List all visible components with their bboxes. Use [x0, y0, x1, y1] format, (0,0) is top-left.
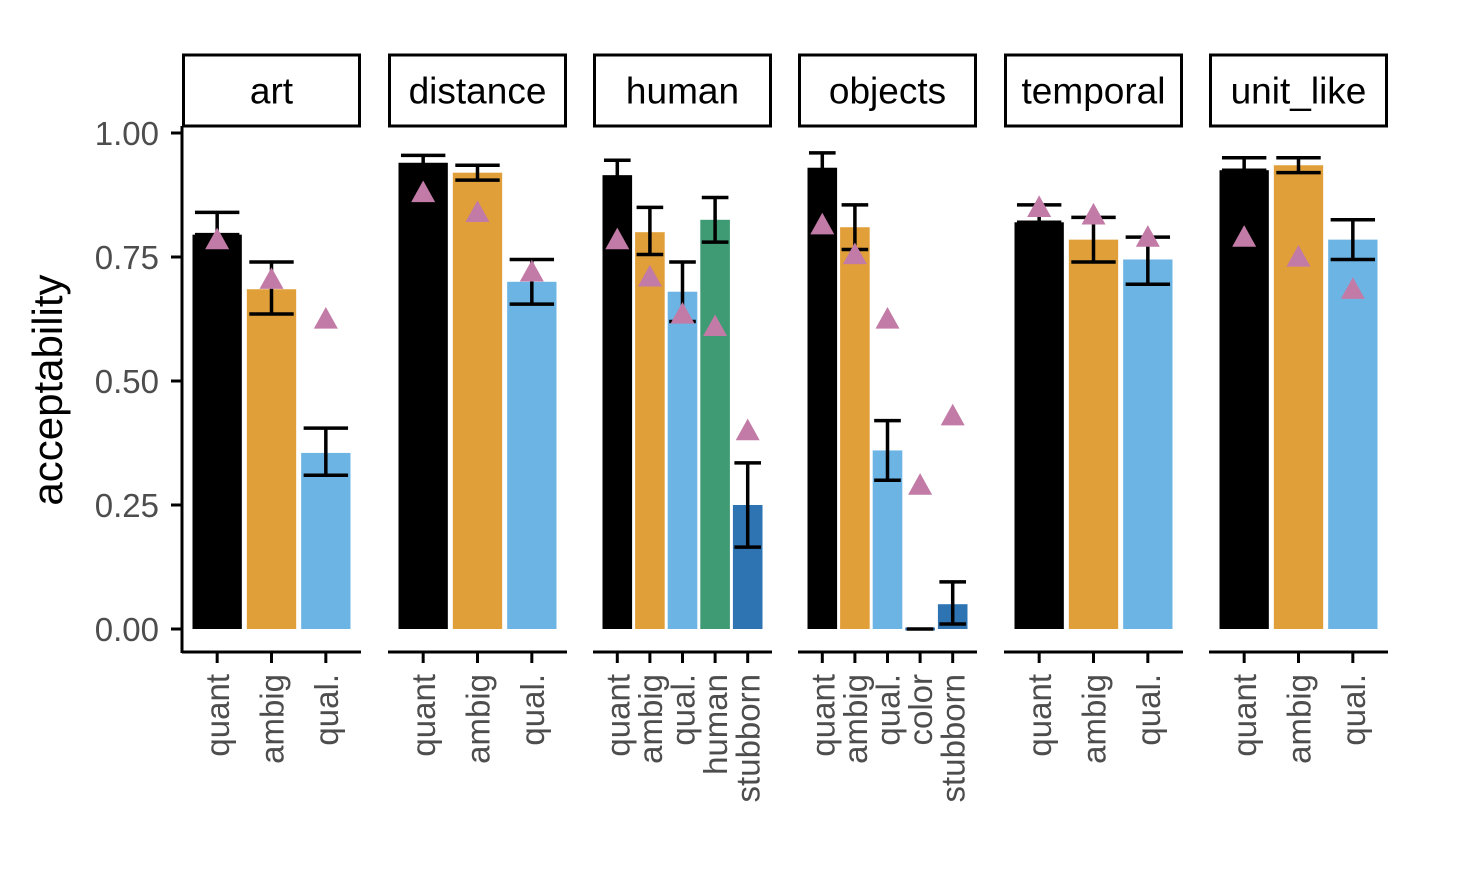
- y-tick-label: 0.75: [95, 239, 159, 276]
- triangle-point: [908, 473, 933, 495]
- x-tick-label: ambig: [837, 674, 874, 764]
- bar: [700, 219, 730, 630]
- bar: [452, 172, 503, 629]
- bar: [192, 234, 242, 629]
- y-axis-title: acceptability: [24, 274, 71, 505]
- bar: [602, 175, 633, 629]
- triangle-point: [411, 180, 436, 203]
- bar: [246, 289, 297, 629]
- x-tick-label: qual.: [514, 674, 551, 746]
- y-tick-label: 0.00: [95, 611, 159, 648]
- triangle-point: [842, 242, 867, 265]
- x-tick-label: human: [697, 674, 734, 775]
- triangle-point: [1340, 277, 1365, 299]
- panel-strip: [593, 53, 772, 128]
- triangle-point: [735, 418, 760, 441]
- x-tick-label: qual.: [870, 674, 907, 746]
- x-tick-label: qual.: [665, 674, 702, 746]
- bar: [635, 232, 665, 629]
- x-tick-label: quant: [804, 674, 841, 757]
- panel-strip: [182, 53, 361, 128]
- triangle-point: [313, 307, 338, 329]
- panel-temporal: temporal quant ambig qual.: [1004, 53, 1183, 764]
- triangle-point: [605, 227, 630, 250]
- panel-distance: distance quant ambig qual.: [388, 53, 567, 764]
- x-tick-label: stubborn: [935, 674, 972, 802]
- bar: [1014, 222, 1064, 629]
- x-tick-label: color: [902, 674, 939, 746]
- bar: [1123, 259, 1173, 629]
- triangle-point: [519, 259, 544, 282]
- y-tick-label: 1.00: [95, 115, 159, 152]
- bar: [301, 452, 351, 629]
- panel-strip: [1209, 53, 1388, 128]
- bar: [807, 167, 838, 629]
- x-tick-label: quant: [199, 674, 236, 757]
- triangle-point: [810, 212, 835, 235]
- bar: [840, 227, 870, 630]
- triangle-point: [703, 314, 728, 337]
- triangle-point: [1232, 225, 1257, 247]
- x-tick-label: qual.: [1130, 674, 1167, 746]
- x-tick-label: ambig: [1076, 674, 1113, 764]
- y-tick-label: 0.25: [95, 487, 159, 524]
- x-tick-label: stubborn: [730, 674, 767, 802]
- bar: [398, 162, 448, 629]
- x-tick-label: ambig: [632, 674, 669, 764]
- panel-strip: [1004, 53, 1183, 128]
- triangle-point: [1286, 245, 1311, 267]
- x-tick-label: quant: [405, 674, 442, 757]
- triangle-point: [465, 200, 490, 222]
- triangle-point: [259, 267, 284, 289]
- x-tick-label: quant: [599, 674, 636, 757]
- panel-strip-label: objects: [829, 71, 946, 112]
- x-tick-label: ambig: [1281, 674, 1318, 764]
- x-tick-label: qual.: [308, 674, 345, 746]
- triangle-point: [1081, 202, 1106, 225]
- bar: [507, 281, 557, 629]
- x-tick-label: ambig: [254, 674, 291, 764]
- panel-strip-label: distance: [409, 71, 547, 112]
- bar: [1273, 165, 1324, 630]
- bar: [667, 291, 698, 629]
- triangle-point: [637, 264, 662, 287]
- triangle-point: [875, 307, 900, 329]
- triangle-point: [670, 302, 695, 324]
- x-tick-label: quant: [1226, 674, 1263, 757]
- panel-strip-label: unit_like: [1231, 71, 1367, 112]
- bar: [1328, 239, 1378, 629]
- panel-strip-label: temporal: [1022, 71, 1166, 112]
- panel-strip: [798, 53, 977, 128]
- triangle-point: [940, 403, 965, 426]
- triangle-point: [1135, 225, 1160, 247]
- panel-art: art quant ambig qual.: [182, 53, 361, 764]
- bar: [1068, 239, 1119, 629]
- y-axis: 0.00 0.25 0.50 0.75 1.00: [95, 115, 184, 653]
- panel-strip-label: human: [626, 71, 739, 112]
- y-tick-label: 0.50: [95, 363, 159, 400]
- triangle-point: [205, 227, 230, 250]
- triangle-point: [1027, 195, 1052, 217]
- panel-strip-label: art: [250, 71, 294, 112]
- panel-strip: [388, 53, 567, 128]
- x-tick-label: ambig: [460, 674, 497, 764]
- x-tick-label: quant: [1021, 674, 1058, 757]
- x-tick-label: qual.: [1335, 674, 1372, 746]
